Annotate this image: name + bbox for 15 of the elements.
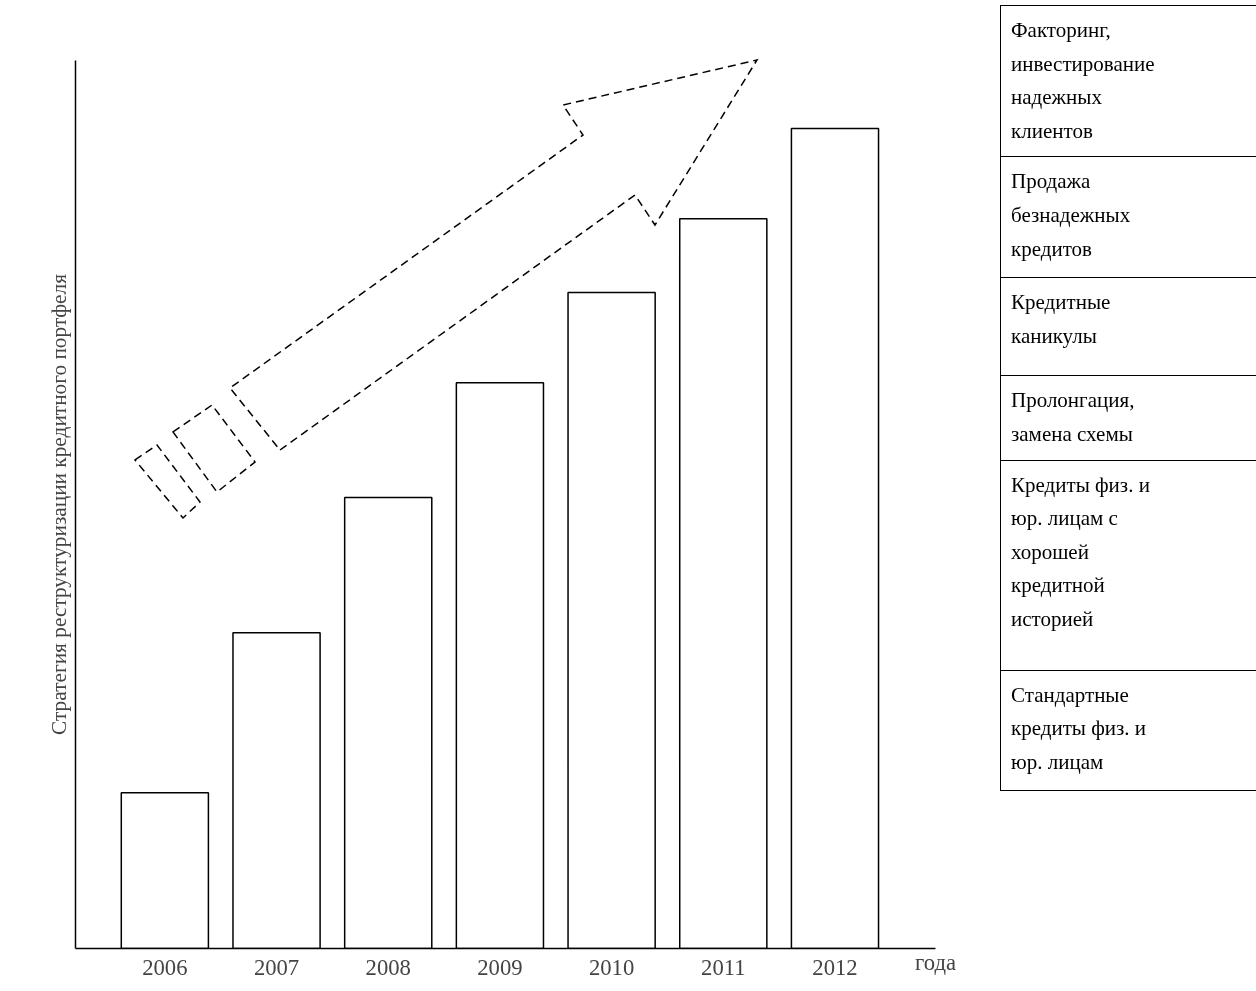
x-tick-label: 2007 <box>253 954 300 980</box>
x-tick-label: 2006 <box>142 954 188 980</box>
text: Кредиты физ. и юр. лицам с хорошей кредитной историей <box>1000 460 1256 671</box>
x-tick-label: 2008 <box>365 954 411 980</box>
x-tick-label: 2009 <box>477 954 523 980</box>
x-tick-label: 2011 <box>701 954 746 980</box>
text: Стандартные кредиты физ. и юр. лицам <box>1000 670 1256 791</box>
text: Продажа безнадежных кредитов <box>1000 156 1256 278</box>
text: Кредитные каникулы <box>1000 277 1256 376</box>
x-tick-label: 2010 <box>588 954 635 980</box>
y-axis-title: Стратегия реструктуризации кредитного портфеля <box>46 273 71 735</box>
text: Факторинг, инвестирование надежных клиентов <box>1000 5 1256 157</box>
text: Пролонгация, замена схемы <box>1000 375 1256 461</box>
x-tick-label: 2012 <box>812 954 858 980</box>
x-axis-title: года <box>915 949 957 975</box>
